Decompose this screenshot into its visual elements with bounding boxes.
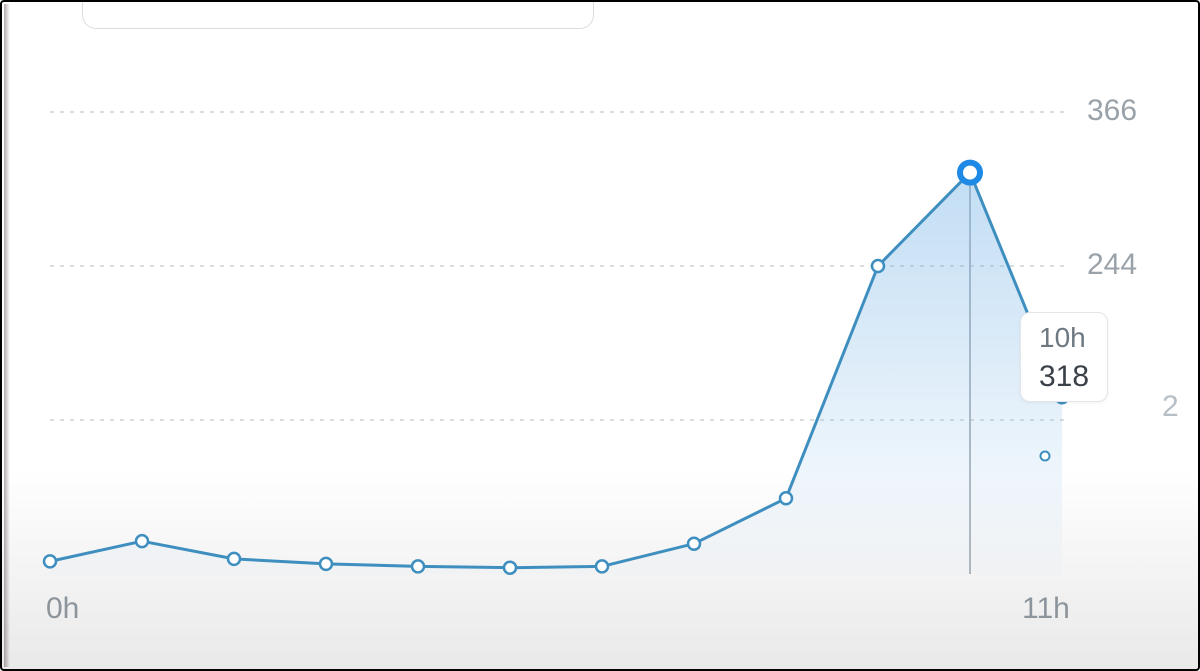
hover-tooltip: 10h 318 [1020,312,1108,402]
stray-marker [1041,452,1050,461]
tooltip-time: 10h [1039,323,1089,354]
y-grid-label-366: 366 [1087,94,1137,128]
x-tick-11h: 11h [1022,592,1070,626]
chart-frame: 366 244 0h 11h 10h 318 2 [0,0,1200,671]
highlight-marker[interactable] [960,163,980,183]
y-grid-label-244: 244 [1087,248,1137,282]
tooltip-value: 318 [1039,360,1089,393]
x-tick-0h: 0h [46,592,79,626]
clipped-digit: 2 [1162,390,1179,424]
